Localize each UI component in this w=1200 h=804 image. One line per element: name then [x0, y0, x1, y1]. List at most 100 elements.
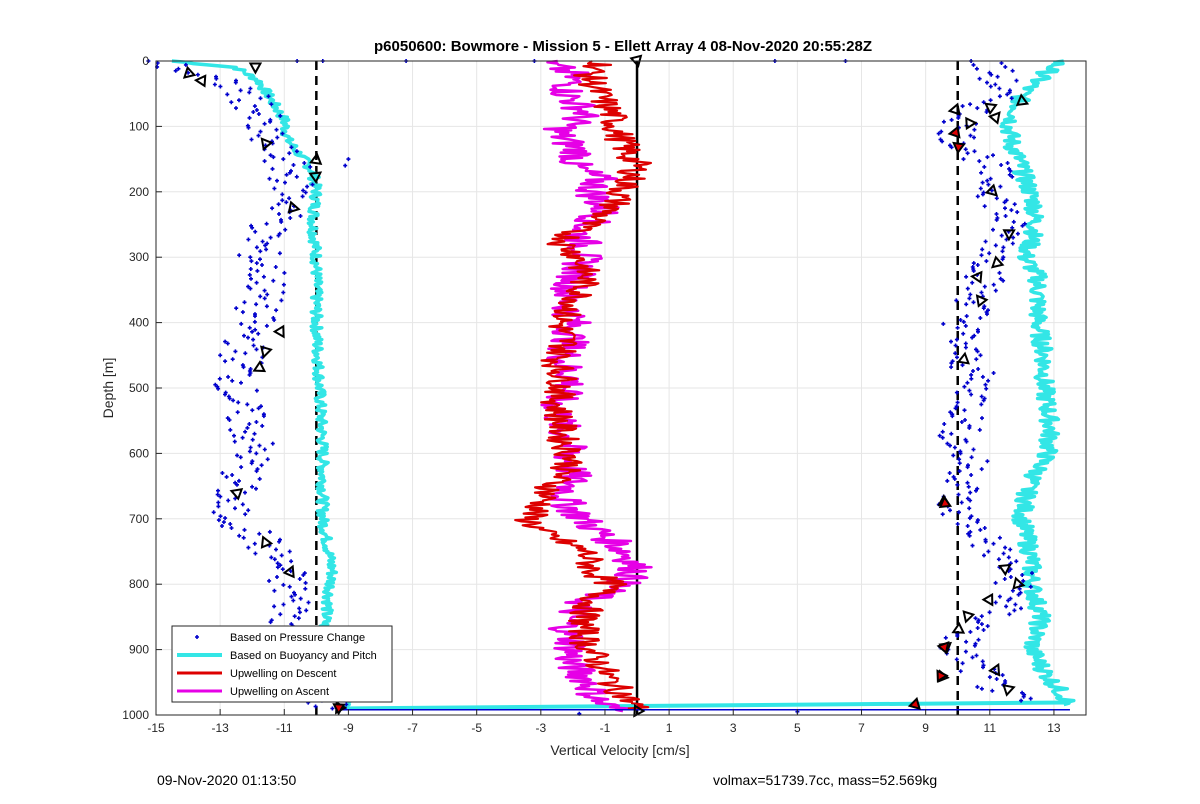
pressure-point-351 [988, 98, 993, 103]
pressure-point-199 [247, 449, 252, 454]
pressure-point-378 [965, 151, 970, 156]
triangle-marker-23 [1002, 229, 1016, 242]
pressure-point-122 [279, 298, 284, 303]
pressure-point-54 [308, 164, 313, 169]
pressure-point-444 [970, 280, 975, 285]
y-tick-label-5: 500 [129, 381, 149, 395]
pressure-point-574 [997, 535, 1002, 540]
pressure-point-455 [964, 302, 969, 307]
x-tick-label-1: -13 [211, 721, 229, 735]
pressure-point-46 [294, 149, 299, 154]
pressure-point-57 [287, 170, 292, 175]
pressure-point-186 [260, 423, 265, 428]
pressure-point-347 [1007, 90, 1012, 95]
pressure-point-348 [1005, 92, 1010, 97]
pressure-point-338 [989, 72, 994, 77]
y-tick-label-4: 400 [129, 316, 149, 330]
pressure-point-59 [294, 174, 299, 179]
pressure-point-265 [267, 578, 272, 583]
pressure-point-97 [258, 249, 263, 254]
pressure-point-100 [248, 255, 253, 260]
pressure-point-52 [302, 161, 307, 165]
pressure-point-225 [216, 500, 221, 505]
pressure-point-504 [981, 398, 986, 403]
pressure-point-257 [278, 563, 283, 568]
triangle-marker-43 [936, 641, 950, 655]
pressure-point-397 [989, 188, 994, 193]
pressure-point-216 [235, 482, 239, 487]
pressure-point-540 [957, 469, 962, 474]
pressure-point-554 [965, 496, 970, 501]
legend-box [171, 625, 393, 703]
triangle-marker-31 [962, 610, 976, 624]
pressure-point-128 [240, 310, 245, 315]
pressure-point-29 [247, 115, 252, 120]
pressure-point-187 [245, 425, 250, 430]
pressure-point-82 [279, 219, 284, 224]
pressure-point-414 [1022, 221, 1027, 226]
pressure-point-624 [955, 633, 960, 638]
pressure-point-642 [958, 669, 963, 674]
pressure-point-258 [275, 565, 280, 570]
pressure-point-113 [254, 280, 259, 285]
pressure-point-439 [997, 270, 1002, 275]
series-upwelling-descent [514, 60, 652, 710]
pressure-point-416 [1010, 225, 1015, 230]
pressure-point-114 [281, 282, 286, 287]
y-tick-label-9: 900 [129, 643, 149, 657]
pressure-point-205 [249, 461, 254, 466]
pressure-point-430 [979, 253, 984, 258]
y-tick-label-10: 1000 [122, 708, 149, 722]
pressure-point-148 [233, 349, 238, 354]
pressure-point-655 [1021, 694, 1026, 699]
triangle-marker-27 [956, 351, 970, 365]
pressure-point-64 [305, 184, 310, 189]
pressure-point-493 [969, 376, 974, 381]
pressure-point-501 [969, 392, 974, 397]
pressure-point-38 [256, 133, 261, 138]
pressure-point-523 [940, 435, 945, 440]
pressure-point-232 [218, 514, 223, 519]
pressure-point-104 [260, 263, 264, 267]
pressure-point-255 [289, 559, 294, 564]
pressure-point-49 [271, 155, 276, 160]
triangle-marker-10 [229, 488, 244, 501]
pressure-point-229 [246, 508, 251, 513]
pressure-point-569 [982, 526, 987, 530]
pressure-point-87 [253, 229, 258, 234]
pressure-point-134 [239, 321, 244, 326]
pressure-point-355 [975, 106, 980, 111]
series-buoyancy-left [171, 59, 354, 711]
pressure-point-282 [278, 612, 283, 617]
pressure-point-233 [223, 516, 228, 521]
pressure-point-212 [224, 474, 229, 479]
pressure-point-123 [242, 300, 247, 305]
pressure-point-401 [994, 196, 999, 201]
pressure-point-380 [985, 155, 990, 160]
pressure-point-188 [228, 427, 233, 432]
y-tick-label-8: 800 [129, 577, 149, 591]
pressure-point-585 [996, 557, 1001, 562]
pressure-point-367 [939, 129, 944, 134]
pressure-point-606 [1006, 598, 1011, 603]
pressure-point-377 [972, 149, 977, 154]
pressure-point-207 [239, 465, 244, 470]
pressure-point-106 [248, 267, 253, 271]
pressure-point-86 [283, 227, 288, 232]
pressure-point-121 [262, 296, 267, 301]
pressure-point-329 [313, 704, 318, 709]
y-tick-label-1: 100 [129, 119, 149, 133]
pressure-point-37 [280, 131, 285, 136]
pressure-point-22 [269, 102, 274, 107]
pressure-point-485 [949, 361, 954, 366]
pressure-point-521 [949, 431, 954, 436]
pressure-point-646 [994, 677, 999, 681]
pressure-point-538 [965, 465, 970, 470]
pressure-point-605 [1008, 596, 1013, 601]
pressure-point-434 [971, 261, 976, 266]
pressure-point-20 [237, 98, 241, 103]
triangle-marker-1 [182, 65, 197, 79]
triangle-marker-11 [260, 535, 274, 549]
series-buoyancy-bottom-sweep [338, 700, 1070, 711]
pressure-point-393 [980, 180, 985, 185]
